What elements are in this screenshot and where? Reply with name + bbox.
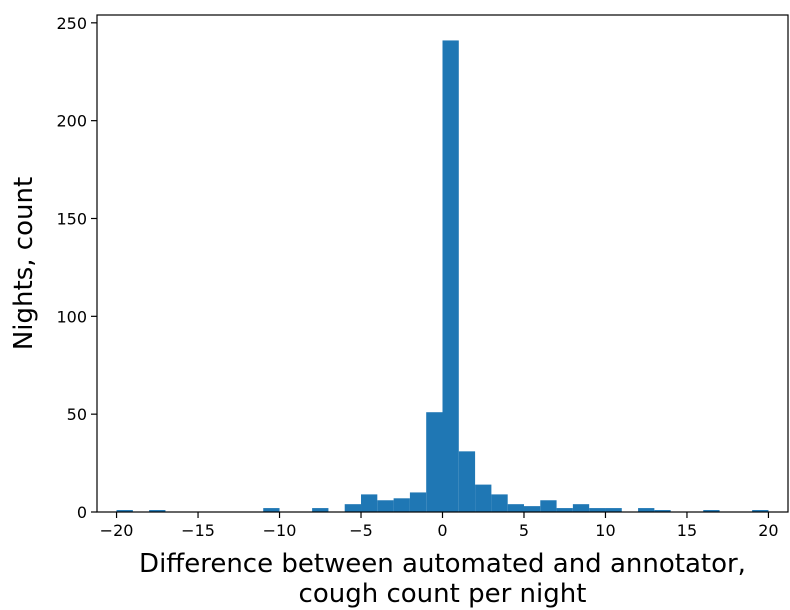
histogram-bar (344, 504, 362, 512)
histogram-bar (589, 508, 606, 512)
histogram-bar (149, 510, 166, 512)
y-tick-label: 200 (56, 112, 87, 131)
y-axis: 0 50 100 150 200 250 (56, 14, 97, 522)
x-tick-label: −15 (181, 521, 215, 540)
histogram-bar (638, 508, 655, 512)
histogram-bar (458, 451, 476, 512)
histogram-bar (703, 510, 720, 512)
histogram-bar (491, 494, 508, 512)
y-axis-label: Nights, count (9, 177, 39, 350)
histogram-bar (752, 510, 769, 512)
x-axis-label-line-2: cough count per night (299, 579, 587, 609)
bars-layer (116, 40, 769, 512)
x-tick-label: 10 (595, 521, 615, 540)
histogram-bar (556, 508, 573, 512)
histogram-bar (426, 412, 443, 512)
x-tick-label: 5 (519, 521, 529, 540)
x-axis: −20 −15 −10 −5 0 5 10 15 20 (100, 512, 779, 540)
histogram-bar (361, 494, 378, 512)
x-tick-label: 0 (437, 521, 447, 540)
histogram-bar (442, 40, 459, 512)
y-tick-label: 0 (77, 503, 87, 522)
histogram-bar (572, 504, 590, 512)
histogram-bar (540, 500, 557, 512)
y-tick-label: 100 (56, 307, 87, 326)
histogram-bar (312, 508, 329, 512)
x-tick-label: 15 (677, 521, 697, 540)
histogram-bar (409, 492, 427, 512)
x-tick-label: −10 (263, 521, 297, 540)
histogram-bar (507, 504, 524, 512)
y-tick-label: 50 (67, 405, 87, 424)
y-tick-label: 250 (56, 14, 87, 33)
x-tick-label: −20 (100, 521, 134, 540)
histogram-bar (475, 484, 492, 512)
histogram-bar (605, 508, 622, 512)
x-tick-label: 20 (758, 521, 778, 540)
histogram-bar (263, 508, 280, 512)
histogram-bar (654, 510, 671, 512)
histogram-bar (523, 506, 541, 512)
y-tick-label: 150 (56, 209, 87, 228)
x-axis-label-line-1: Difference between automated and annotat… (139, 549, 746, 579)
histogram-bar (393, 498, 410, 512)
histogram-bar (377, 500, 394, 512)
x-tick-label: −5 (349, 521, 373, 540)
histogram-bar (116, 510, 133, 512)
